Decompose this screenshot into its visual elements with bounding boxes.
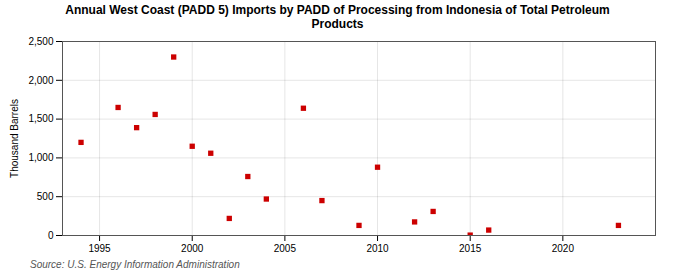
svg-text:2020: 2020 [552,243,575,254]
svg-text:Thousand Barrels: Thousand Barrels [9,99,20,178]
html-text:Annual West Coast (PADD 5) Imp: Annual West Coast (PADD 5) Imports by PA… [65,3,610,31]
svg-text:2005: 2005 [274,243,297,254]
svg-text:2000: 2000 [181,243,204,254]
html-text:Source: U.S. Energy Informatio: Source: U.S. Energy Information Administ… [30,259,240,270]
svg-text:1,500: 1,500 [28,113,53,124]
svg-text:0: 0 [48,230,54,241]
svg-text:1995: 1995 [88,243,111,254]
svg-text:2010: 2010 [366,243,389,254]
svg-text:2,000: 2,000 [28,75,53,86]
svg-text:1,000: 1,000 [28,152,53,163]
svg-text:2,500: 2,500 [28,36,53,47]
svg-text:500: 500 [37,191,54,202]
svg-text:2015: 2015 [459,243,482,254]
